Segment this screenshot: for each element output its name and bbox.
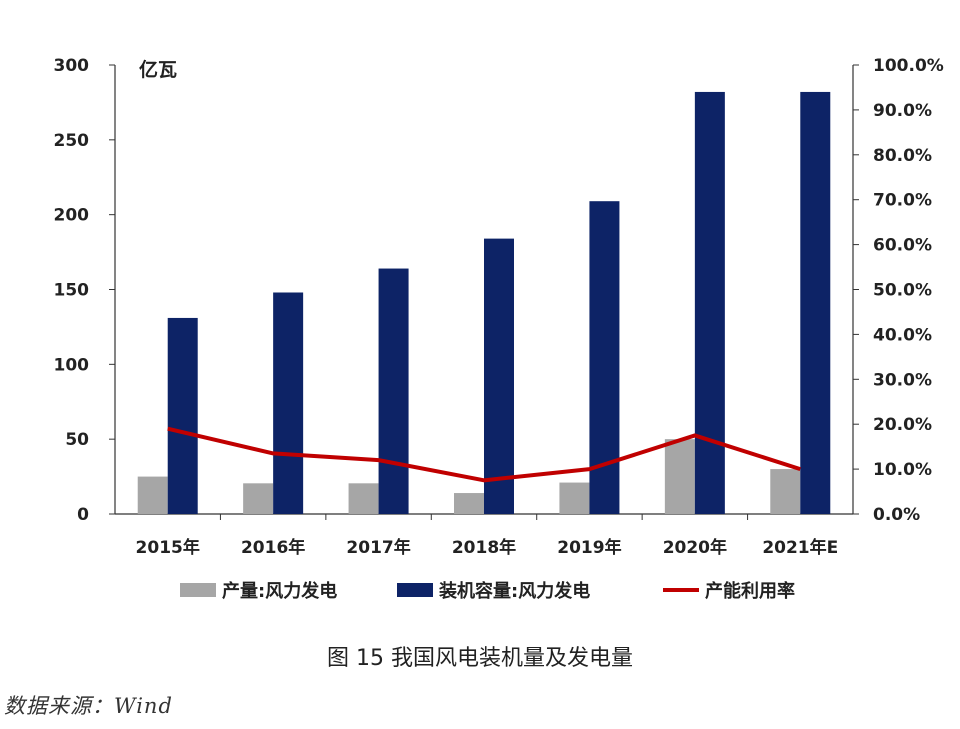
x-tick-label: 2015年	[136, 537, 200, 558]
y-tick-label-left: 250	[54, 131, 90, 151]
bar-output	[454, 493, 484, 514]
y-tick-label-right: 60.0%	[873, 236, 932, 256]
legend-label: 产量:风力发电	[222, 580, 337, 602]
y-tick-label-right: 70.0%	[873, 191, 932, 211]
y-tick-label-right: 30.0%	[873, 370, 932, 390]
y-tick-label-right: 50.0%	[873, 281, 932, 301]
y-tick-label-right: 0.0%	[873, 505, 920, 525]
x-tick-label: 2018年	[452, 537, 516, 558]
chart-svg: 0 50 100 150 200 250 300 亿瓦 0.0% 10.0% 20.0% 30.0% 4…	[54, 56, 944, 602]
legend-swatch	[397, 583, 433, 597]
y-tick-label-right: 100.0%	[873, 56, 944, 76]
y-tick-label-left: 300	[54, 56, 90, 76]
bar-output	[243, 483, 274, 514]
x-tick-label: 2017年	[346, 537, 410, 558]
bar-output	[559, 482, 590, 514]
y-tick-label-right: 20.0%	[873, 415, 932, 435]
bar-capacity	[167, 317, 198, 514]
y-tick-label-right: 40.0%	[873, 325, 932, 345]
x-tick-label: 2016年	[241, 537, 305, 558]
legend-label: 产能利用率	[705, 580, 795, 602]
bar-output	[348, 483, 379, 514]
x-tick-label: 2020年	[663, 537, 727, 558]
bar-capacity	[694, 91, 725, 514]
y-tick-label-left: 0	[77, 505, 89, 525]
legend-label: 装机容量:风力发电	[439, 580, 590, 602]
x-tick-label: 2021年E	[762, 537, 838, 558]
y-tick-label-left: 200	[54, 206, 90, 226]
y-tick-label-right: 80.0%	[873, 146, 932, 166]
y-tick-label-left: 150	[54, 281, 90, 301]
y-tick-label-right: 10.0%	[873, 460, 932, 480]
bar-capacity	[273, 292, 304, 514]
bar-output	[664, 439, 695, 514]
source-note: 数据来源：Wind	[4, 694, 173, 718]
y-axis-unit-label: 亿瓦	[139, 58, 177, 81]
bar-output	[137, 476, 168, 514]
chart: 0 50 100 150 200 250 300 亿瓦 0.0% 10.0% 20.0% 30.0% 4…	[54, 56, 944, 602]
y-tick-label-left: 50	[65, 430, 89, 450]
legend-swatch	[180, 583, 216, 597]
bar-output	[770, 469, 801, 514]
bar-capacity	[484, 238, 514, 514]
x-tick-label: 2019年	[557, 537, 621, 558]
y-tick-label-left: 100	[54, 355, 90, 375]
bar-capacity	[378, 268, 409, 514]
bar-capacity	[800, 91, 831, 514]
figure-caption: 图 15 我国风电装机量及发电量	[327, 646, 633, 671]
y-tick-label-right: 90.0%	[873, 101, 932, 121]
